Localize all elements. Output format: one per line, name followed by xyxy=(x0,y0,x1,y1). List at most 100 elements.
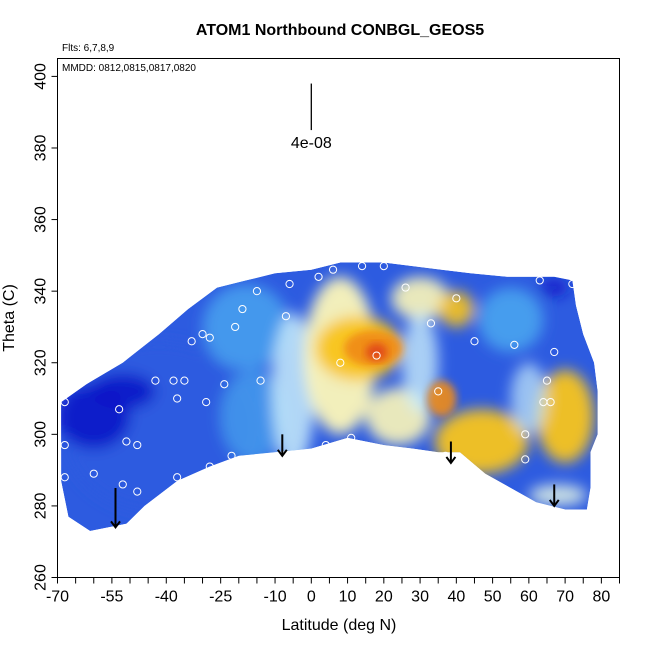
field-blob-light_blue xyxy=(478,287,544,353)
observation-point xyxy=(151,376,160,385)
contour-field xyxy=(61,262,598,531)
y-tick-label: 360 xyxy=(33,206,50,233)
observation-point xyxy=(347,433,356,443)
x-tick-label: 10 xyxy=(339,589,357,606)
field-blob-pale_blue xyxy=(401,312,439,413)
field-blob-deep_blue xyxy=(90,373,156,410)
observation-point xyxy=(434,387,443,396)
observation-point xyxy=(357,262,367,271)
down-arrow xyxy=(276,434,288,458)
observation-point xyxy=(542,376,552,385)
observation-point xyxy=(281,312,291,321)
observation-point xyxy=(205,333,214,342)
observation-point xyxy=(535,276,544,285)
observation-point xyxy=(470,337,479,346)
observation-point xyxy=(550,347,559,357)
scale-bar-label: 4e-08 xyxy=(291,135,332,152)
observation-point xyxy=(231,322,240,332)
y-axis-label: Theta (C) xyxy=(1,284,18,352)
observation-point xyxy=(238,304,247,314)
observation-point xyxy=(452,294,461,303)
chart-title: ATOM1 Northbound CONBGL_GEOS5 xyxy=(196,22,484,39)
observation-point xyxy=(521,430,530,439)
x-tick-label: 70 xyxy=(556,589,574,606)
observation-point xyxy=(372,351,381,360)
observation-point xyxy=(89,469,98,478)
field-blob-light_blue xyxy=(202,283,290,370)
observation-point xyxy=(60,440,69,450)
plot-frame xyxy=(57,58,620,578)
x-tick-label: -55 xyxy=(100,589,123,606)
field-blob-orange xyxy=(427,380,457,417)
observation-point xyxy=(205,462,214,471)
y-tick-label: 280 xyxy=(33,492,50,519)
observation-point xyxy=(314,272,323,281)
y-tick-label: 320 xyxy=(33,349,50,376)
x-tick-label: -70 xyxy=(46,589,69,606)
dates-note: MMDD: 0812,0815,0817,0820 xyxy=(62,63,196,74)
observation-point xyxy=(60,398,69,407)
observation-point xyxy=(227,451,236,460)
x-tick-label: 20 xyxy=(375,589,393,606)
observation-point xyxy=(220,380,229,389)
down-arrow xyxy=(445,441,457,465)
x-tick-label: 40 xyxy=(447,589,465,606)
observation-point xyxy=(198,330,207,339)
y-tick-label: 260 xyxy=(33,564,50,591)
observation-point xyxy=(60,473,69,482)
down-arrows xyxy=(110,434,560,530)
observation-point xyxy=(173,473,182,482)
observation-point xyxy=(521,455,530,464)
observation-point xyxy=(169,376,178,385)
field-blob-pale_yellow xyxy=(391,276,450,320)
flights-note: Flts: 6,7,8,9 xyxy=(62,43,115,54)
x-axis: -70 -55 -40 -25 -10 0 10 20 30 40 50 60 70 80 xyxy=(46,577,620,606)
y-axis: 260 280 300 320 340 360 380 400 xyxy=(33,63,58,591)
x-tick-label: -40 xyxy=(155,589,178,606)
observation-point xyxy=(133,440,142,450)
x-tick-label: -25 xyxy=(209,589,232,606)
observation-point xyxy=(118,480,127,489)
observation-point xyxy=(173,394,182,403)
observation-point xyxy=(122,437,131,446)
field-blob-pale_blue xyxy=(271,312,315,471)
observation-point xyxy=(546,398,555,407)
field-blob-deep_blue xyxy=(539,278,569,297)
observation-point xyxy=(202,398,211,407)
y-tick-label: 400 xyxy=(33,63,50,90)
observation-point xyxy=(115,405,124,414)
down-arrow xyxy=(548,484,560,508)
observation-point xyxy=(252,287,262,296)
observation-point xyxy=(426,319,436,328)
observation-point xyxy=(401,283,410,292)
observation-point xyxy=(321,440,330,450)
field-blob-pale_green xyxy=(528,484,587,506)
x-axis-label: Latitude (deg N) xyxy=(282,617,397,634)
observation-point xyxy=(187,337,196,346)
observation-point xyxy=(336,358,345,367)
x-tick-label: 80 xyxy=(592,589,610,606)
observation-point xyxy=(133,487,142,496)
observation-point xyxy=(285,279,294,289)
x-tick-label: 50 xyxy=(484,589,502,606)
observation-point xyxy=(256,376,265,385)
x-tick-label: -10 xyxy=(263,589,286,606)
observation-point xyxy=(379,262,388,271)
observation-point xyxy=(568,279,577,289)
field-blob-pale_blue xyxy=(510,362,547,435)
y-tick-label: 340 xyxy=(33,278,50,305)
observation-point xyxy=(441,451,450,460)
x-tick-label: 0 xyxy=(307,589,316,606)
y-tick-label: 300 xyxy=(33,421,50,448)
y-tick-label: 380 xyxy=(33,135,50,162)
field-blob-yellow xyxy=(438,291,475,327)
observation-point xyxy=(180,376,189,385)
field-blob-yellow xyxy=(536,369,595,463)
scale-bar: 4e-08 xyxy=(291,83,332,152)
observation-point xyxy=(510,340,519,349)
down-arrow xyxy=(110,488,121,530)
observation-point xyxy=(328,265,338,274)
x-tick-label: 30 xyxy=(411,589,429,606)
field-blob-light_blue xyxy=(220,369,286,463)
